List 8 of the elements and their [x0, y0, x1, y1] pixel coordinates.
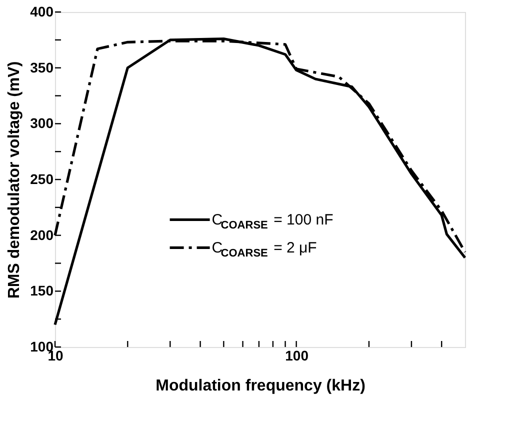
y-tick-label: 200 [30, 226, 54, 243]
x-axis-title: Modulation frequency (kHz) [156, 378, 366, 394]
y-tick-label: 400 [30, 4, 54, 20]
y-tick-label: 350 [30, 59, 54, 76]
y-tick-label: 150 [30, 282, 54, 299]
y-tick-label: 250 [30, 171, 54, 187]
y-tick-label: 300 [30, 115, 54, 132]
y-axis-title: RMS demodulator voltage (mV) [6, 61, 24, 299]
